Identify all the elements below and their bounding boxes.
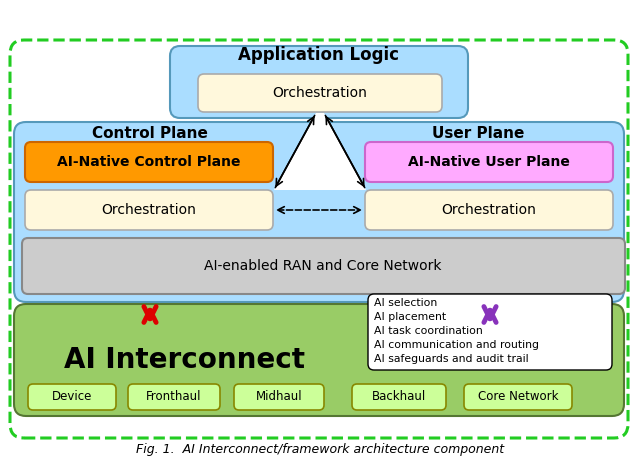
FancyBboxPatch shape xyxy=(365,142,613,182)
Text: AI task coordination: AI task coordination xyxy=(374,326,483,336)
Text: Orchestration: Orchestration xyxy=(273,86,367,100)
FancyBboxPatch shape xyxy=(352,384,446,410)
Text: Orchestration: Orchestration xyxy=(442,203,536,217)
Text: AI-enabled RAN and Core Network: AI-enabled RAN and Core Network xyxy=(204,259,442,273)
Text: AI communication and routing: AI communication and routing xyxy=(374,340,539,350)
Text: User Plane: User Plane xyxy=(432,126,524,141)
Text: AI-Native Control Plane: AI-Native Control Plane xyxy=(57,155,241,169)
FancyBboxPatch shape xyxy=(464,384,572,410)
FancyBboxPatch shape xyxy=(14,122,624,302)
Text: AI selection: AI selection xyxy=(374,298,437,308)
Text: Control Plane: Control Plane xyxy=(92,126,208,141)
FancyBboxPatch shape xyxy=(10,40,628,438)
FancyBboxPatch shape xyxy=(170,46,468,118)
FancyBboxPatch shape xyxy=(14,304,624,416)
Text: AI-Native User Plane: AI-Native User Plane xyxy=(408,155,570,169)
FancyBboxPatch shape xyxy=(234,384,324,410)
FancyBboxPatch shape xyxy=(368,294,612,370)
Text: Backhaul: Backhaul xyxy=(372,391,426,404)
Text: Fig. 1.  AI Interconnect/framework architecture component: Fig. 1. AI Interconnect/framework archit… xyxy=(136,444,504,456)
FancyBboxPatch shape xyxy=(25,142,273,182)
Text: AI safeguards and audit trail: AI safeguards and audit trail xyxy=(374,354,529,364)
Text: Orchestration: Orchestration xyxy=(102,203,196,217)
Text: Application Logic: Application Logic xyxy=(239,46,399,64)
Text: Device: Device xyxy=(52,391,92,404)
FancyBboxPatch shape xyxy=(128,384,220,410)
FancyBboxPatch shape xyxy=(198,74,442,112)
Text: Core Network: Core Network xyxy=(477,391,558,404)
FancyBboxPatch shape xyxy=(28,384,116,410)
Text: AI Interconnect: AI Interconnect xyxy=(65,346,305,374)
Text: Midhaul: Midhaul xyxy=(256,391,302,404)
Text: AI placement: AI placement xyxy=(374,312,446,322)
FancyBboxPatch shape xyxy=(365,190,613,230)
FancyBboxPatch shape xyxy=(25,190,273,230)
Text: Fronthaul: Fronthaul xyxy=(147,391,202,404)
FancyBboxPatch shape xyxy=(22,238,625,294)
Polygon shape xyxy=(274,113,366,190)
